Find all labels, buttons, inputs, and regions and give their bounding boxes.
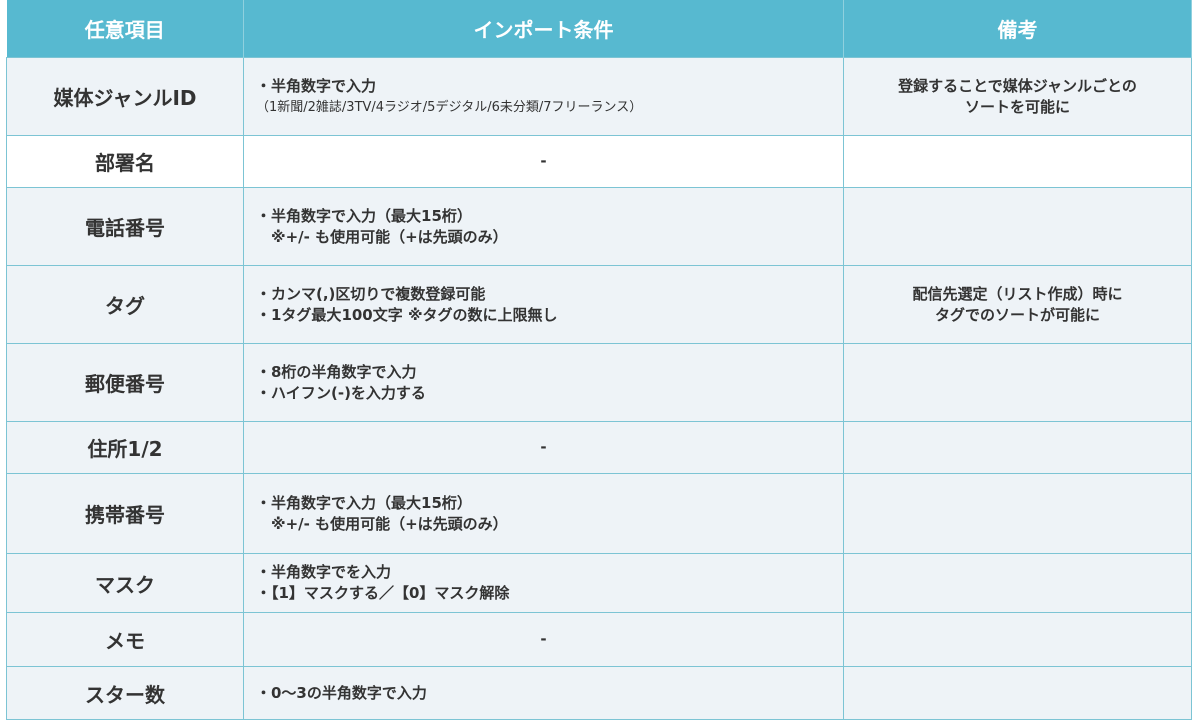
note: 登録することで媒体ジャンルごとの ソートを可能に — [843, 57, 1192, 136]
condition-line: ・ハイフン(-)を入力する — [256, 383, 426, 402]
condition-line: ・0～3の半角数字で入力 — [256, 683, 427, 702]
import-conditions: ・半角数字で入力 （1新聞/2雑誌/3TV/4ラジオ/5デジタル/6未分類/7フリ… — [243, 57, 844, 136]
note-line: 配信先選定（リスト作成）時に — [912, 284, 1123, 303]
item-name: 携帯番号 — [6, 473, 244, 554]
item-name: メモ — [6, 612, 244, 667]
import-conditions: ・カンマ(,)区切りで複数登録可能・1タグ最大100文字 ※タグの数に上限無し — [243, 265, 844, 344]
table-row: スター数 ・0～3の半角数字で入力 — [6, 666, 1192, 720]
table-row: タグ ・カンマ(,)区切りで複数登録可能・1タグ最大100文字 ※タグの数に上限無… — [6, 265, 1192, 344]
note — [843, 473, 1192, 554]
note — [843, 421, 1192, 474]
table-row: 電話番号 ・半角数字で入力（最大15桁） ※+/- も使用可能（+は先頭のみ） — [6, 187, 1192, 266]
condition-line: ・半角数字で入力（最大15桁） — [256, 493, 472, 512]
item-name: 住所1/2 — [6, 421, 244, 474]
import-conditions: ・8桁の半角数字で入力 ・ハイフン(-)を入力する — [243, 343, 844, 422]
condition-line: ・【1】マスクする／【0】マスク解除 — [256, 584, 510, 602]
import-conditions: - — [243, 421, 844, 474]
import-conditions: - — [243, 135, 844, 188]
condition-line: ・半角数字で入力（最大15桁） — [256, 206, 472, 225]
condition-line: （1新聞/2雑誌/3TV/4ラジオ/5デジタル/6未分類/7フリーランス） — [256, 99, 643, 115]
table-row: 携帯番号 ・半角数字で入力（最大15桁） ※+/- も使用可能（+は先頭のみ） — [6, 473, 1192, 554]
header-item: 任意項目 — [6, 0, 244, 58]
import-conditions: ・半角数字で入力（最大15桁） ※+/- も使用可能（+は先頭のみ） — [243, 473, 844, 554]
item-name: 電話番号 — [6, 187, 244, 266]
condition-line: ・8桁の半角数字で入力 — [256, 362, 417, 381]
note-line: ソートを可能に — [964, 97, 1070, 116]
header-row: 任意項目 インポート条件 備考 — [6, 0, 1192, 58]
import-conditions: - — [243, 612, 844, 667]
table-row: 媒体ジャンルID ・半角数字で入力 （1新聞/2雑誌/3TV/4ラジオ/5デジタル/… — [6, 57, 1192, 136]
note — [843, 666, 1192, 720]
import-conditions-table: 任意項目 インポート条件 備考 媒体ジャンルID ・半角数字で入力 （1新聞/2雑誌… — [6, 0, 1192, 720]
item-name: 媒体ジャンルID — [6, 57, 244, 136]
table-row: 郵便番号 ・8桁の半角数字で入力 ・ハイフン(-)を入力する — [6, 343, 1192, 422]
note — [843, 343, 1192, 422]
condition-line: - — [540, 630, 547, 648]
condition-line: - — [540, 438, 547, 456]
table-row: マスク ・半角数字でを入力・【1】マスクする／【0】マスク解除 — [6, 553, 1192, 613]
item-name: 郵便番号 — [6, 343, 244, 422]
condition-line: ※+/- も使用可能（+は先頭のみ） — [256, 227, 508, 246]
item-name: 部署名 — [6, 135, 244, 188]
item-name: スター数 — [6, 666, 244, 720]
header-note: 備考 — [843, 0, 1192, 58]
note — [843, 135, 1192, 188]
note-line: 登録することで媒体ジャンルごとの — [898, 76, 1137, 95]
condition-line: - — [540, 152, 547, 170]
note — [843, 612, 1192, 667]
table-row: 部署名 - — [6, 135, 1192, 188]
item-name: マスク — [6, 553, 244, 613]
note — [843, 553, 1192, 613]
condition-line: ・半角数字でを入力 — [256, 563, 392, 581]
condition-line: ・半角数字で入力 — [256, 76, 377, 95]
note: 配信先選定（リスト作成）時に タグでのソートが可能に — [843, 265, 1192, 344]
condition-line: ※+/- も使用可能（+は先頭のみ） — [256, 514, 508, 533]
condition-line: ・1タグ最大100文字 ※タグの数に上限無し — [256, 305, 558, 324]
table-row: メモ - — [6, 612, 1192, 667]
import-conditions: ・半角数字で入力（最大15桁） ※+/- も使用可能（+は先頭のみ） — [243, 187, 844, 266]
condition-line: ・カンマ(,)区切りで複数登録可能 — [256, 284, 486, 303]
item-name: タグ — [6, 265, 244, 344]
note — [843, 187, 1192, 266]
import-conditions: ・半角数字でを入力・【1】マスクする／【0】マスク解除 — [243, 553, 844, 613]
note-line: タグでのソートが可能に — [934, 305, 1100, 324]
header-conditions: インポート条件 — [243, 0, 844, 58]
import-conditions: ・0～3の半角数字で入力 — [243, 666, 844, 720]
table-row: 住所1/2 - — [6, 421, 1192, 474]
